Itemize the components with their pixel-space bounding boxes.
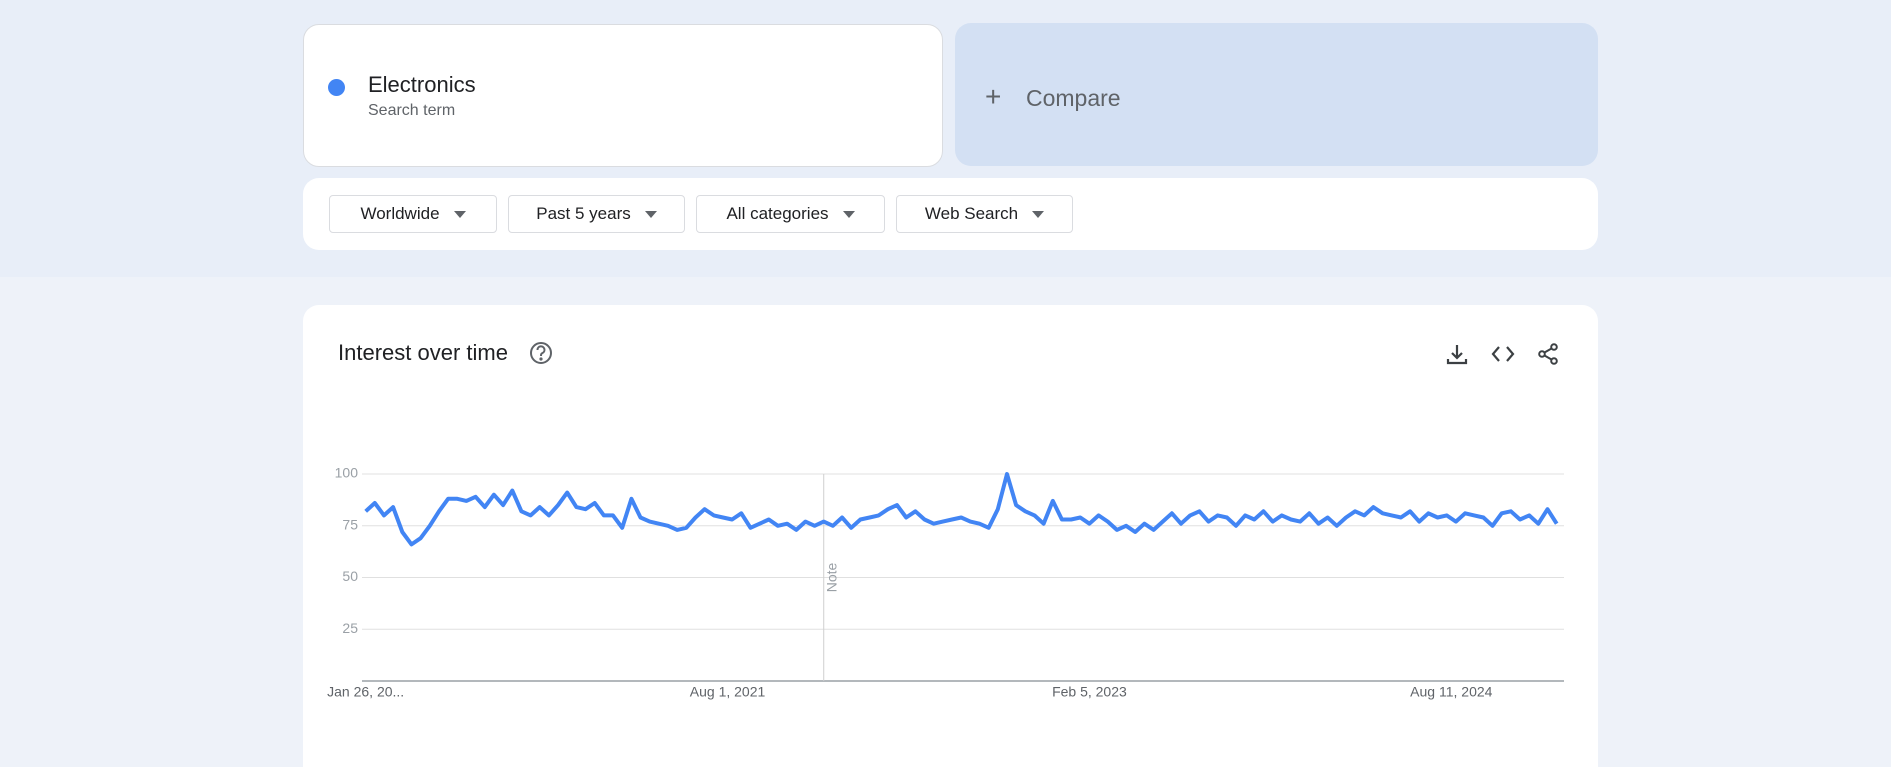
y-tick-label: 100: [335, 465, 359, 481]
x-tick-label: Aug 1, 2021: [690, 684, 766, 700]
compare-card[interactable]: [955, 23, 1598, 166]
search-card[interactable]: [303, 24, 943, 167]
x-tick-label: Jan 26, 20...: [327, 684, 404, 700]
term-color-dot: [328, 79, 345, 96]
search-term[interactable]: Electronics: [368, 72, 476, 97]
plus-icon: +: [985, 81, 1002, 112]
search-subtitle: Search term: [368, 102, 456, 119]
trend-line: [364, 472, 1559, 547]
filter-dropdown[interactable]: Web Search: [896, 195, 1073, 233]
chart-card: [303, 305, 1598, 767]
y-tick-label: 50: [342, 568, 358, 584]
help-icon[interactable]: [530, 342, 552, 364]
y-tick-label: 25: [342, 620, 358, 636]
compare-label[interactable]: Compare: [1026, 85, 1121, 111]
filter-dropdown[interactable]: Worldwide: [329, 195, 497, 233]
filter-dropdown[interactable]: Past 5 years: [508, 195, 685, 233]
y-tick-label: 75: [342, 516, 358, 532]
x-tick-label: Aug 11, 2024: [1410, 684, 1492, 700]
download-icon[interactable]: [1446, 345, 1468, 365]
x-tick-label: Feb 5, 2023: [1052, 684, 1127, 700]
annotation-label: Note: [823, 563, 839, 593]
chart-title: Interest over time: [338, 340, 508, 365]
filter-dropdown[interactable]: All categories: [696, 195, 885, 233]
embed-icon[interactable]: [1491, 346, 1515, 362]
share-icon[interactable]: [1538, 343, 1558, 365]
